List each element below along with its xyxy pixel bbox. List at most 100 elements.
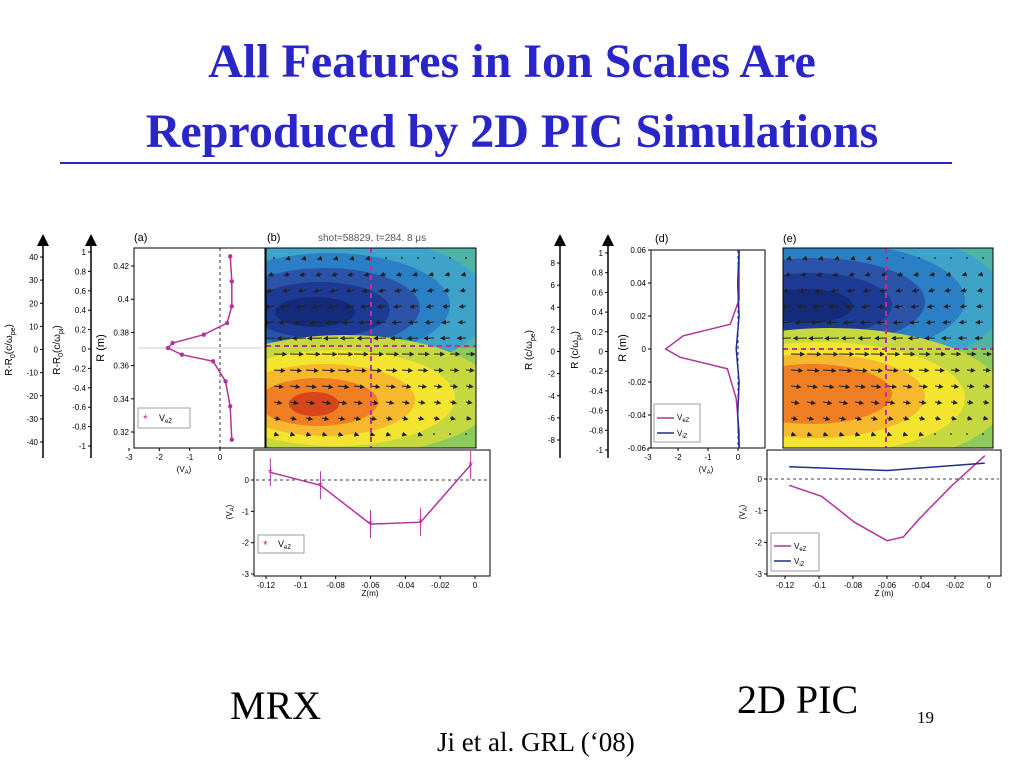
- pic-velocity-arrow: [812, 304, 824, 310]
- mrx-velocity-arrow: [440, 319, 451, 325]
- pic-r-tick-label: 0.06: [630, 246, 646, 255]
- mrx-velocity-arrow: [278, 320, 291, 326]
- pic-velocity-arrow: [806, 384, 819, 390]
- pic-velocity-arrow: [950, 415, 957, 421]
- pic-velocity-arrow: [806, 431, 813, 437]
- mrx-panel-c-y-tick-label: -1: [242, 507, 250, 516]
- mrx-velocity-arrow: [409, 304, 419, 309]
- pic-velocity-arrow: [950, 399, 959, 405]
- pic-velocity-arrow: [798, 288, 808, 294]
- mrx-velocity-arrow: [391, 319, 403, 325]
- pic-panel-d-legend: [653, 403, 701, 443]
- mrx-axis2-tick-label: 0.6: [75, 287, 87, 296]
- mrx-velocity-arrow: [332, 255, 339, 261]
- mrx-velocity-arrow: [433, 433, 435, 435]
- mrx-panel-a-points: [165, 254, 234, 442]
- pic-va-label: (VA): [699, 465, 714, 476]
- mrx-velocity-arrow: [289, 367, 303, 373]
- pic-velocity-arrow: [911, 287, 920, 293]
- citation: Ji et al. GRL (‘08): [437, 727, 635, 757]
- mrx-r-tick-label: 0.34: [113, 395, 129, 404]
- mrx-axis2-label: R-R0(c/ωpi): [52, 325, 65, 374]
- mrx-va-ticks: -3 -2 -1 0: [125, 448, 223, 462]
- mrx-velocity-arrow: [359, 304, 371, 310]
- mrx-velocity-arrow: [316, 255, 323, 261]
- pic-velocity-arrow: [790, 431, 797, 437]
- pic-r-tick-label: 0.04: [630, 279, 646, 288]
- pic-axis2-tick-label: 0.2: [592, 328, 604, 337]
- mrx-velocity-arrow: [300, 255, 307, 261]
- pic-velocity-arrow: [982, 383, 991, 389]
- mrx-panel-a-point: [210, 359, 216, 364]
- mrx-velocity-arrow: [411, 271, 419, 277]
- mrx-velocity-arrow: [353, 384, 365, 390]
- pic-velocity-arrow: [822, 400, 833, 406]
- pic-velocity-arrow: [783, 288, 792, 294]
- pic-panel-f-y-tick-label: -1: [755, 507, 763, 516]
- pic-panel-f-y-tick-label: 0: [758, 475, 763, 484]
- mrx-velocity-arrow: [321, 384, 334, 390]
- mrx-axis1-tick-label: -40: [26, 438, 38, 447]
- title-underline: [60, 162, 952, 164]
- mrx-velocity-arrow: [273, 384, 285, 390]
- mrx-r-tick-label: 0.4: [118, 295, 130, 304]
- mrx-axis2-tick-label: 0.4: [75, 306, 87, 315]
- mrx-velocity-arrow: [385, 384, 397, 390]
- mrx-panel-c-x-tick-label: -0.04: [396, 581, 415, 590]
- pic-velocity-arrow: [870, 384, 882, 390]
- pic-axis2-ticks: 1 0.8 0.6 0.4 0.2 0 -0.2 -0.4 -0.6 -0.8 -1: [589, 249, 608, 455]
- mrx-axis2-ticks: 1 0.8 0.6 0.4 0.2 0 -0.2 -0.4 -0.6 -0.8 -1: [72, 248, 91, 451]
- pic-panel-f-legend-viz: ViZ: [794, 557, 805, 568]
- caption-mrx: MRX: [230, 683, 322, 728]
- pic-panel-f-legend-vez: VeZ: [794, 542, 807, 553]
- mrx-axis2-tick-label: -0.2: [72, 364, 86, 373]
- mrx-velocity-arrow: [273, 400, 283, 406]
- pic-velocity-arrow: [926, 303, 936, 309]
- pic-velocity-arrow: [945, 271, 952, 277]
- mrx-velocity-arrow: [293, 320, 307, 326]
- mrx-velocity-arrow: [267, 271, 275, 277]
- pic-r-tick-label: -0.04: [628, 411, 647, 420]
- mrx-velocity-arrow: [266, 288, 275, 294]
- pic-panel-e-label: (e): [783, 233, 796, 245]
- mrx-velocity-arrow: [348, 255, 355, 261]
- mrx-panel-c-x-tick-label: -0.08: [327, 581, 346, 590]
- pic-panel-f-x-ticks: -0.12 -0.1 -0.08 -0.06 -0.04 -0.02 0: [776, 576, 992, 590]
- pic-velocity-arrow: [854, 400, 865, 406]
- pic-va-tick-label: -3: [644, 453, 652, 462]
- mrx-velocity-arrow: [410, 287, 419, 293]
- pic-velocity-arrow: [838, 384, 851, 390]
- mrx-r-tick-label: 0.32: [113, 428, 129, 437]
- pic-r-tick-label: -0.02: [628, 378, 647, 387]
- mrx-panel-a-point: [165, 345, 171, 351]
- mrx-velocity-arrow: [369, 416, 378, 421]
- pic-velocity-arrow: [902, 415, 910, 421]
- pic-velocity-arrow: [944, 287, 952, 293]
- pic-velocity-arrow: [982, 433, 984, 435]
- pic-r-tick-label: 0.02: [630, 312, 646, 321]
- mrx-panel-a-point: [224, 320, 230, 326]
- mrx-velocity-arrow: [327, 304, 339, 310]
- mrx-panel-c-x-tick-label: -0.1: [294, 581, 308, 590]
- mrx-velocity-arrow: [401, 431, 408, 437]
- mrx-velocity-arrow: [311, 304, 323, 310]
- pic-velocity-arrow: [902, 257, 904, 259]
- pic-velocity-arrow: [832, 272, 840, 277]
- mrx-panel-c-x-tick-label: -0.02: [431, 581, 450, 590]
- mrx-velocity-arrow: [305, 384, 317, 390]
- pic-velocity-arrow: [977, 271, 984, 277]
- pic-velocity-arrow: [859, 320, 872, 326]
- pic-velocity-arrow: [822, 384, 835, 390]
- pic-axis2-tick-label: -0.2: [589, 367, 603, 376]
- mrx-panel-c-legend: [257, 534, 305, 554]
- pic-axis1-tick-label: -6: [548, 414, 556, 423]
- mrx-panel-c-points: * * * * *: [268, 450, 473, 539]
- mrx-velocity-arrow: [345, 288, 355, 294]
- pic-velocity-arrow: [918, 400, 927, 405]
- pic-velocity-arrow: [918, 431, 925, 437]
- pic-velocity-arrow: [870, 416, 879, 421]
- mrx-velocity-arrow: [449, 257, 451, 259]
- mrx-velocity-arrow: [305, 431, 312, 437]
- mrx-panel-a-point: [223, 379, 228, 384]
- pic-velocity-arrow: [790, 384, 802, 390]
